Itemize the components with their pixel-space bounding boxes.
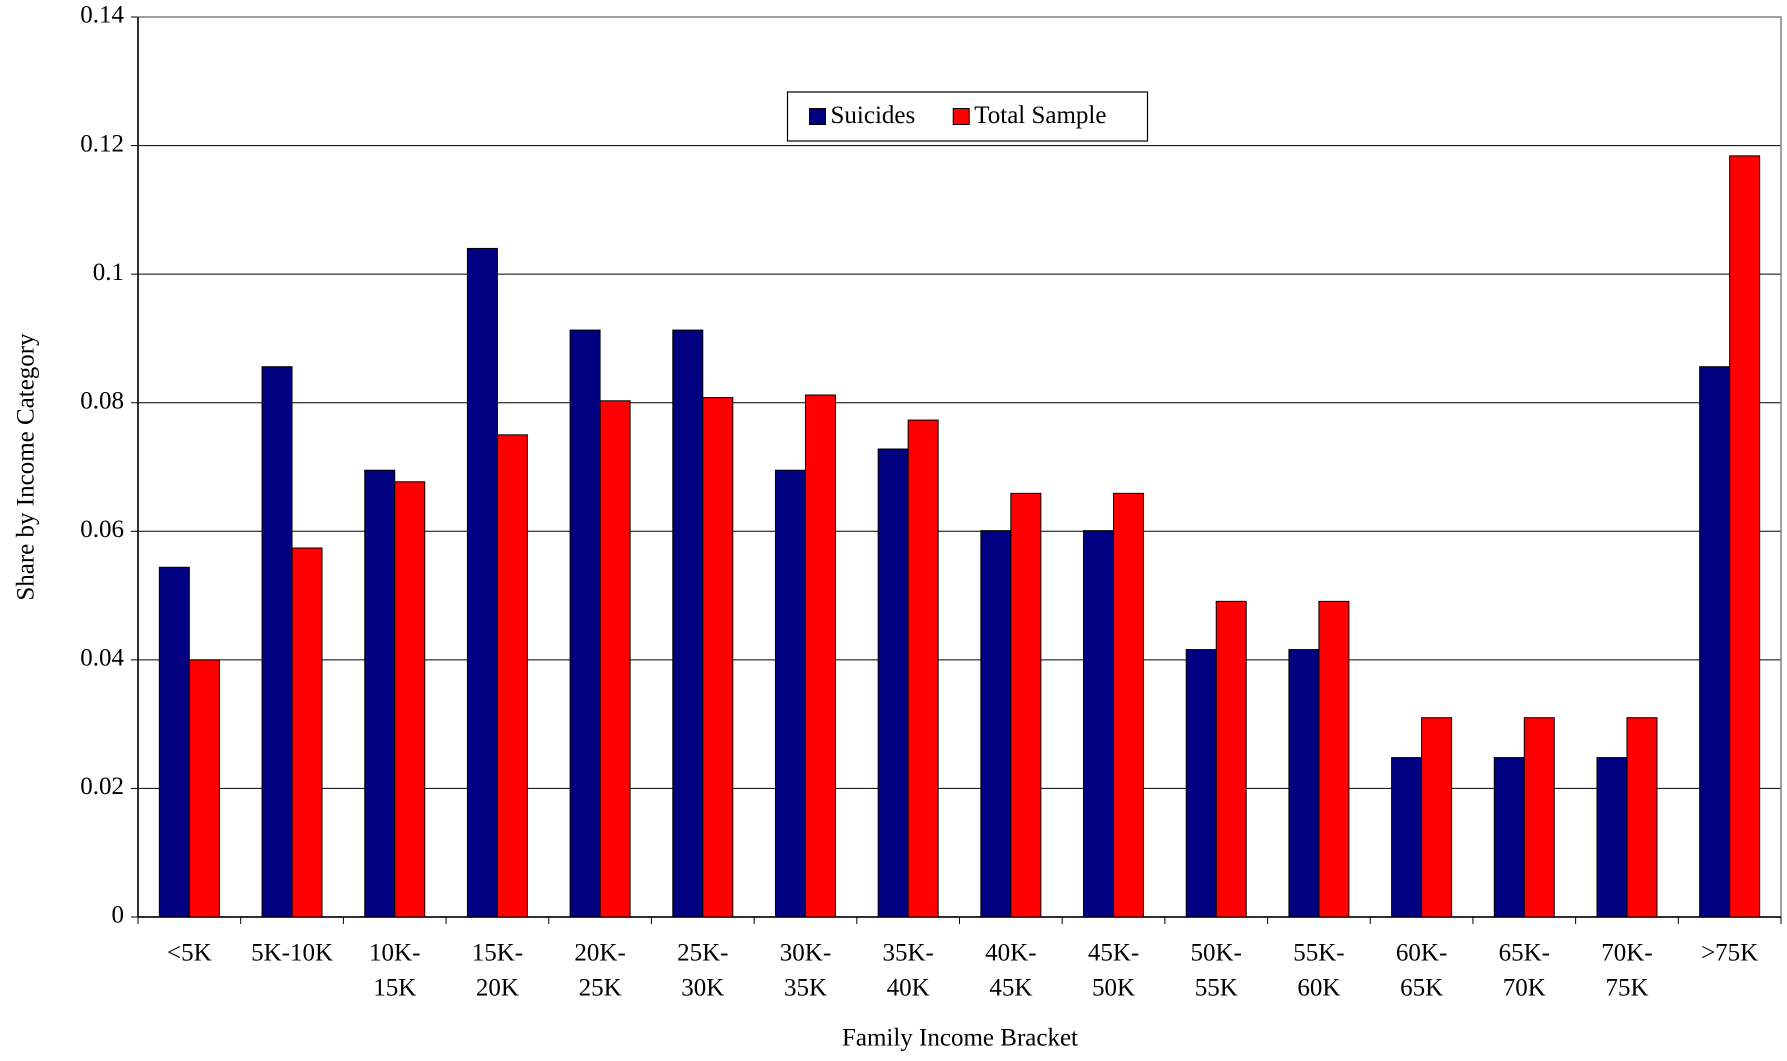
x-tick-label: 25K- bbox=[677, 940, 728, 967]
x-tick-label: 25K bbox=[579, 975, 622, 1002]
bar bbox=[599, 400, 631, 918]
x-tick-label: <5K bbox=[167, 940, 212, 967]
bar bbox=[569, 329, 601, 918]
bar bbox=[1699, 366, 1731, 918]
x-tick-label: 40K- bbox=[985, 940, 1036, 967]
y-tick-label: 0.14 bbox=[80, 2, 124, 29]
bar bbox=[774, 469, 806, 918]
bar bbox=[1010, 492, 1042, 918]
x-tick-label: 55K- bbox=[1293, 940, 1344, 967]
bar bbox=[907, 419, 939, 918]
bar bbox=[1185, 649, 1217, 918]
y-tick-label: 0.1 bbox=[93, 259, 124, 286]
x-tick-label: 75K bbox=[1605, 975, 1648, 1002]
y-tick-label: 0 bbox=[112, 902, 125, 929]
x-tick-label: 50K bbox=[1092, 975, 1135, 1002]
x-tick-label: 15K- bbox=[472, 940, 523, 967]
y-tick-label: 0.04 bbox=[80, 645, 124, 672]
bar bbox=[980, 530, 1012, 918]
x-tick-label: 35K- bbox=[882, 940, 933, 967]
x-tick-label: 10K- bbox=[369, 940, 420, 967]
bar bbox=[291, 547, 323, 918]
x-tick-label: 70K- bbox=[1601, 940, 1652, 967]
bar bbox=[804, 394, 836, 918]
bar bbox=[672, 329, 704, 918]
bar bbox=[261, 366, 293, 918]
bar bbox=[496, 434, 528, 918]
x-tick-label: 35K bbox=[784, 975, 827, 1002]
bar bbox=[1421, 717, 1453, 918]
x-tick-label: 30K- bbox=[780, 940, 831, 967]
x-tick-label: >75K bbox=[1701, 940, 1758, 967]
x-tick-label: 15K bbox=[373, 975, 416, 1002]
x-tick-label: 50K- bbox=[1191, 940, 1242, 967]
bar bbox=[188, 659, 220, 918]
y-tick-label: 0.06 bbox=[80, 516, 124, 543]
bar bbox=[1318, 600, 1350, 918]
legend-swatch bbox=[952, 108, 970, 125]
bar bbox=[1215, 600, 1247, 918]
legend-label: Suicides bbox=[831, 102, 916, 129]
x-tick-label: 45K bbox=[989, 975, 1032, 1002]
x-axis-title: Family Income Bracket bbox=[842, 1025, 1078, 1052]
x-tick-label: 55K bbox=[1195, 975, 1238, 1002]
x-tick-label: 5K-10K bbox=[251, 940, 333, 967]
bar bbox=[1493, 757, 1525, 918]
bar bbox=[364, 469, 396, 918]
bar bbox=[466, 247, 498, 918]
x-tick-label: 60K bbox=[1297, 975, 1340, 1002]
x-tick-label: 65K- bbox=[1499, 940, 1550, 967]
bar bbox=[1288, 649, 1320, 918]
y-tick-label: 0.08 bbox=[80, 387, 124, 414]
y-axis-title: Share by Income Category bbox=[13, 333, 40, 601]
legend: Suicides Total Sample bbox=[786, 91, 1149, 142]
bar bbox=[1596, 757, 1628, 918]
bar bbox=[158, 566, 190, 918]
bar bbox=[1113, 492, 1145, 918]
bar bbox=[1729, 155, 1761, 918]
y-tick-label: 0.02 bbox=[80, 773, 124, 800]
bar bbox=[702, 397, 734, 918]
x-tick-label: 30K bbox=[681, 975, 724, 1002]
bar bbox=[1626, 717, 1658, 918]
bar bbox=[1083, 530, 1115, 918]
bar bbox=[1523, 717, 1555, 918]
x-tick-label: 40K bbox=[887, 975, 930, 1002]
x-tick-label: 20K- bbox=[574, 940, 625, 967]
x-tick-label: 65K bbox=[1400, 975, 1443, 1002]
y-tick-label: 0.12 bbox=[80, 130, 124, 157]
bar bbox=[877, 448, 909, 918]
x-tick-label: 60K- bbox=[1396, 940, 1447, 967]
bar bbox=[394, 481, 426, 918]
x-tick-label: 20K bbox=[476, 975, 519, 1002]
x-tick-label: 70K bbox=[1503, 975, 1546, 1002]
legend-swatch bbox=[809, 108, 826, 125]
x-tick-label: 45K- bbox=[1088, 940, 1139, 967]
legend-label: Total Sample bbox=[974, 102, 1106, 129]
bar bbox=[1391, 757, 1423, 918]
